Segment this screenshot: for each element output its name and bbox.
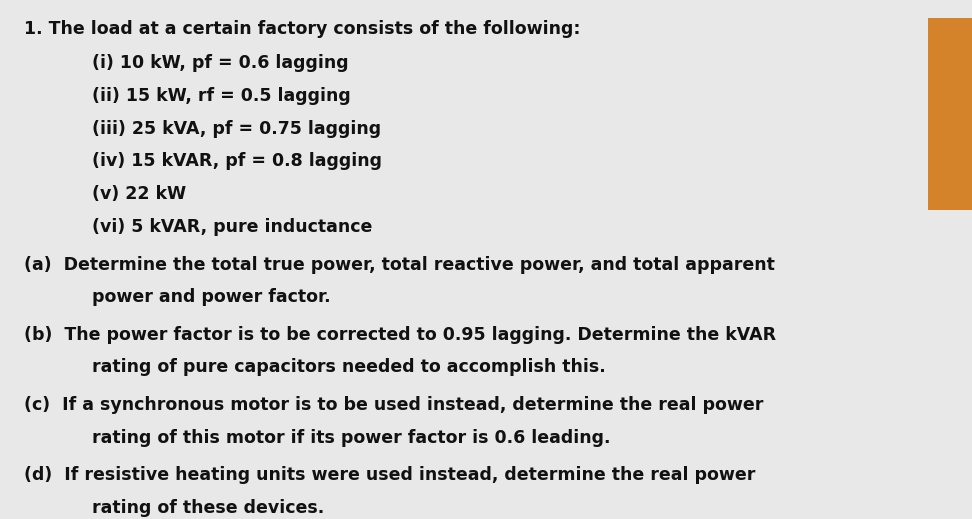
Text: (iv) 15 kVAR, pf = 0.8 lagging: (iv) 15 kVAR, pf = 0.8 lagging	[92, 153, 382, 170]
Text: (d)  If resistive heating units were used instead, determine the real power: (d) If resistive heating units were used…	[24, 466, 755, 484]
Text: (b)  The power factor is to be corrected to 0.95 lagging. Determine the kVAR: (b) The power factor is to be corrected …	[24, 326, 777, 344]
Text: 1. The load at a certain factory consists of the following:: 1. The load at a certain factory consist…	[24, 20, 581, 37]
Text: power and power factor.: power and power factor.	[92, 289, 330, 306]
Text: (v) 22 kW: (v) 22 kW	[92, 185, 187, 203]
Text: (vi) 5 kVAR, pure inductance: (vi) 5 kVAR, pure inductance	[92, 218, 372, 236]
Text: rating of this motor if its power factor is 0.6 leading.: rating of this motor if its power factor…	[92, 429, 610, 446]
Text: (iii) 25 kVA, pf = 0.75 lagging: (iii) 25 kVA, pf = 0.75 lagging	[92, 120, 381, 138]
Text: (a)  Determine the total true power, total reactive power, and total apparent: (a) Determine the total true power, tota…	[24, 256, 776, 274]
Text: rating of these devices.: rating of these devices.	[92, 499, 325, 516]
Text: (i) 10 kW, pf = 0.6 lagging: (i) 10 kW, pf = 0.6 lagging	[92, 54, 349, 72]
Text: (ii) 15 kW, rf = 0.5 lagging: (ii) 15 kW, rf = 0.5 lagging	[92, 87, 351, 105]
Text: rating of pure capacitors needed to accomplish this.: rating of pure capacitors needed to acco…	[92, 359, 607, 376]
Text: (c)  If a synchronous motor is to be used instead, determine the real power: (c) If a synchronous motor is to be used…	[24, 396, 764, 414]
